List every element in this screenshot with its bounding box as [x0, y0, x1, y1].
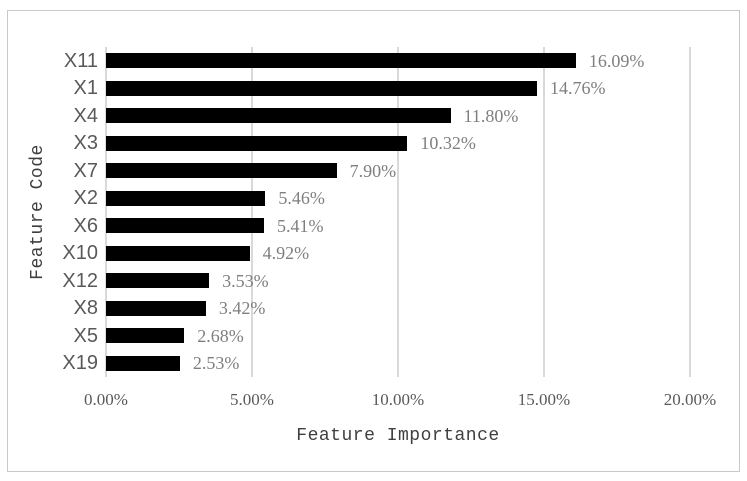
data-label: 16.09% — [588, 50, 645, 71]
y-axis-line — [105, 47, 107, 377]
bar-row: 11.80% — [106, 102, 690, 130]
bar-X1 — [106, 80, 537, 96]
bar-row: 5.46% — [106, 185, 690, 213]
data-label: 7.90% — [349, 160, 397, 181]
data-label: 14.76% — [549, 78, 606, 99]
bar-row: 2.53% — [106, 350, 690, 378]
plot-area: 16.09% 14.76% 11.80% 10.32% 7.90% 5.46% 5.41% 4… — [105, 47, 691, 377]
bar-row: 10.32% — [106, 130, 690, 158]
bar-row: 14.76% — [106, 75, 690, 103]
x-tick-label: 10.00% — [371, 390, 425, 409]
category-label-X3: X3 — [73, 132, 98, 155]
category-label-X4: X4 — [73, 104, 98, 127]
bar-X8 — [106, 300, 206, 316]
chart-figure: Feature Code X11 X1 X4 X3 X7 X2 X6 X10 X12 X8 X5 X1… — [7, 10, 740, 472]
bar-row: 4.92% — [106, 240, 690, 268]
bar-row: 3.53% — [106, 267, 690, 295]
x-tick-label: 15.00% — [517, 390, 571, 409]
category-label-X7: X7 — [73, 159, 98, 182]
data-label: 3.53% — [222, 270, 269, 291]
category-label-X6: X6 — [73, 214, 98, 237]
category-label-X10: X10 — [62, 242, 98, 265]
bar-row: 7.90% — [106, 157, 690, 185]
category-label-X19: X19 — [62, 352, 98, 375]
category-label-X1: X1 — [73, 77, 98, 100]
category-axis: X11 X1 X4 X3 X7 X2 X6 X10 X12 X8 X5 X19 — [8, 47, 98, 377]
bar-rows: 16.09% 14.76% 11.80% 10.32% 7.90% 5.46% 5.41% 4… — [106, 47, 690, 377]
bar-X2 — [106, 190, 266, 206]
bar-X4 — [106, 108, 451, 124]
x-tick-label: 20.00% — [663, 390, 717, 409]
data-label: 5.41% — [276, 215, 324, 236]
bar-X6 — [106, 218, 264, 234]
category-label-X5: X5 — [73, 324, 98, 347]
gridline — [543, 47, 545, 377]
gridline — [689, 47, 691, 377]
category-label-X12: X12 — [62, 269, 98, 292]
data-label: 4.92% — [262, 243, 310, 264]
category-label-X11: X11 — [63, 49, 98, 72]
gridline — [397, 47, 399, 377]
bar-row: 3.42% — [106, 295, 690, 323]
data-label: 10.32% — [420, 133, 476, 154]
bar-X7 — [106, 163, 337, 179]
bar-X10 — [106, 245, 250, 261]
bar-X11 — [106, 53, 576, 69]
gridline — [251, 47, 253, 377]
data-label: 2.53% — [192, 353, 240, 374]
bar-row: 16.09% — [106, 47, 690, 75]
bar-row: 5.41% — [106, 212, 690, 240]
data-label: 3.42% — [218, 298, 266, 319]
data-label: 11.80% — [463, 105, 519, 126]
x-tick-label: 5.00% — [230, 390, 274, 409]
category-label-X2: X2 — [73, 187, 98, 210]
x-tick-label: 0.00% — [84, 390, 128, 409]
bar-X3 — [106, 135, 408, 151]
data-label: 2.68% — [197, 325, 244, 346]
category-label-X8: X8 — [73, 297, 98, 320]
x-axis-ticks: 0.00% 5.00% 10.00% 15.00% 20.00% — [84, 387, 716, 413]
bar-X5 — [106, 328, 185, 344]
data-label: 5.46% — [278, 188, 325, 209]
bar-X12 — [106, 273, 210, 289]
bar-row: 2.68% — [106, 322, 690, 350]
x-axis-title: Feature Importance — [296, 426, 500, 446]
bar-X19 — [106, 355, 180, 371]
